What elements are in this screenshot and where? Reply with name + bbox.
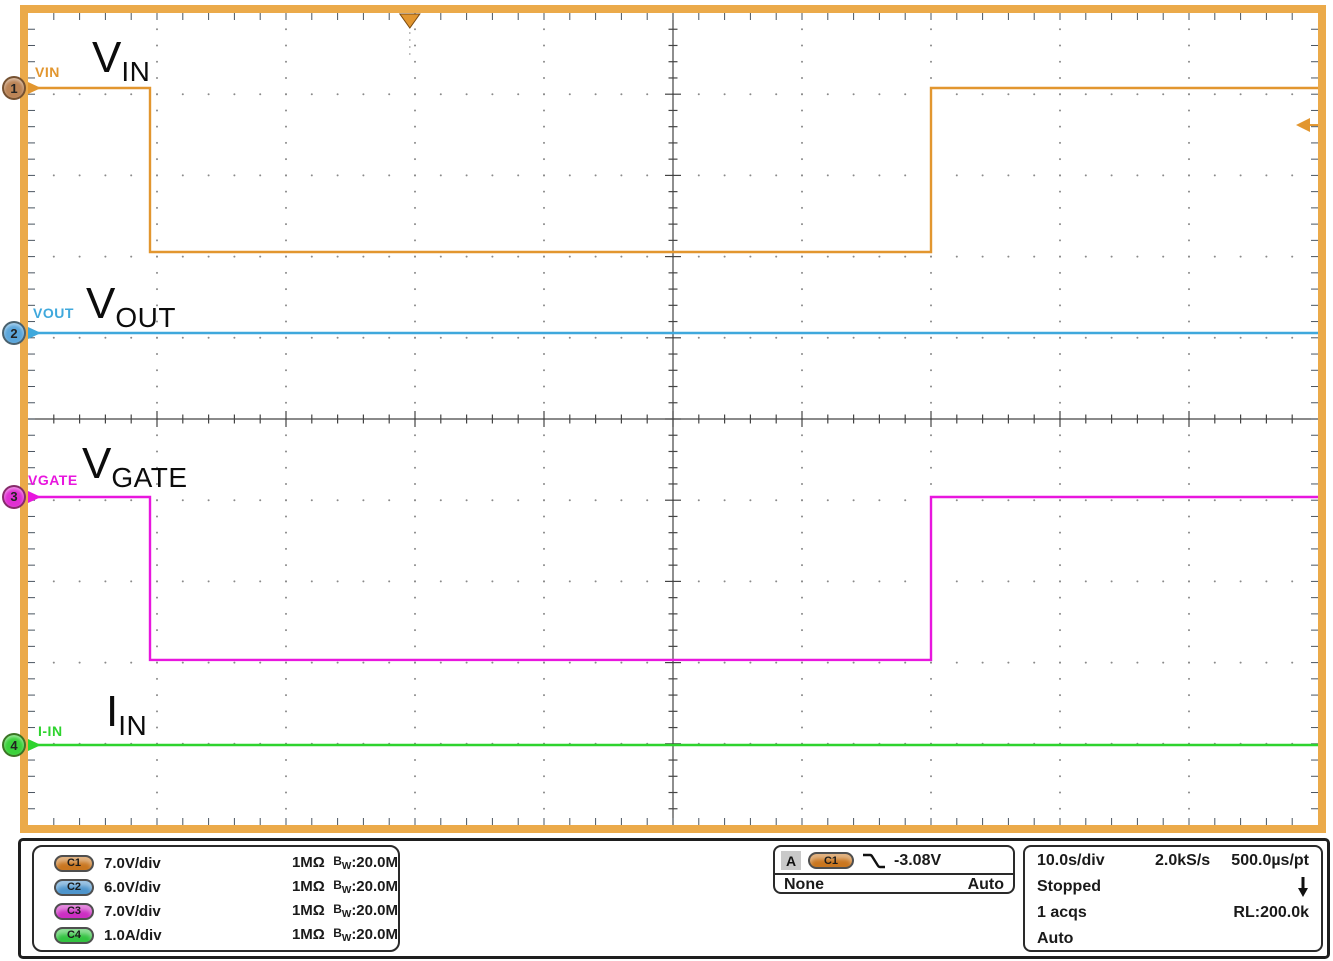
trace-start-arrow-vout <box>28 327 41 340</box>
channel-2-name-label: VOUT <box>33 305 74 321</box>
channel-1-impedance: 1MΩ BW:20.0M <box>291 854 398 872</box>
channel-4-impedance: 1MΩ BW:20.0M <box>291 926 398 944</box>
trigger-source-row: A C1 -3.08V <box>775 847 1013 873</box>
trigger-source-pill: C1 <box>808 852 854 869</box>
acquisition-state: Stopped <box>1037 878 1101 895</box>
trace-vin <box>28 86 1318 254</box>
channel-settings-box[interactable]: C1 7.0V/div 1MΩ BW:20.0M C2 6.0V/div 1MΩ… <box>32 845 400 952</box>
falling-edge-icon <box>863 853 885 868</box>
timebase-readout-box[interactable]: 10.0s/div 2.0kS/s 500.0µs/pt Stopped 1 a… <box>1023 845 1323 952</box>
timebase-row-2: Stopped <box>1037 874 1309 900</box>
channel-3-row: C3 7.0V/div 1MΩ BW:20.0M <box>54 899 398 923</box>
channel-2-pill[interactable]: C2 <box>54 878 95 896</box>
annotation-vgate: VGATE <box>82 439 188 493</box>
record-length: RL:200.0k <box>1233 904 1309 921</box>
channel-4-row: C4 1.0A/div 1MΩ BW:20.0M <box>54 923 398 947</box>
channel-4-pill[interactable]: C4 <box>54 926 95 944</box>
channel-3-pill[interactable]: C3 <box>54 902 95 920</box>
trigger-mode-value: Auto <box>967 876 1004 893</box>
channel-1-pill[interactable]: C1 <box>54 854 95 872</box>
acquisition-count: 1 acqs <box>1037 904 1087 921</box>
sample-rate: 2.0kS/s <box>1155 852 1211 869</box>
annotation-vin: VIN <box>92 33 151 87</box>
trigger-readout-box[interactable]: A C1 -3.08V None Auto <box>773 845 1015 894</box>
acquisition-mode: Auto <box>1037 930 1074 947</box>
channel-2-badge[interactable]: 2 <box>2 321 26 345</box>
trigger-bus-label: A <box>781 851 801 870</box>
channel-3-name-label: VGATE <box>28 472 78 488</box>
timebase-row-1: 10.0s/div 2.0kS/s 500.0µs/pt <box>1037 848 1309 874</box>
trigger-box-divider <box>775 873 1013 875</box>
channel-1-badge[interactable]: 1 <box>2 76 26 101</box>
trigger-holdoff-value: None <box>784 876 824 893</box>
trace-start-arrow-vin <box>28 82 41 95</box>
channel-3-scale: 7.0V/div <box>104 902 161 920</box>
channel-3-impedance: 1MΩ BW:20.0M <box>291 902 398 920</box>
channel-4-badge[interactable]: 4 <box>2 733 26 758</box>
waveform-plot <box>28 13 1318 825</box>
trace-start-arrow-vgate <box>28 490 41 503</box>
graticule-frame <box>20 5 1326 833</box>
annotation-vout: VOUT <box>86 279 176 333</box>
single-seq-arrow-icon <box>1298 876 1308 897</box>
timebase-row-4: Auto <box>1037 926 1309 952</box>
trigger-level-marker[interactable] <box>1296 118 1310 133</box>
sample-resolution: 500.0µs/pt <box>1231 852 1309 869</box>
channel-3-badge[interactable]: 3 <box>2 484 26 509</box>
channel-2-impedance: 1MΩ BW:20.0M <box>291 878 398 896</box>
trigger-position-marker[interactable] <box>398 13 421 29</box>
channel-4-name-label: I-IN <box>38 723 63 739</box>
trace-start-arrow-i-in <box>28 739 41 752</box>
trigger-mode-row: None Auto <box>775 875 1013 895</box>
timebase-row-3: 1 acqs RL:200.0k <box>1037 900 1309 926</box>
channel-1-name-label: VIN <box>35 64 60 80</box>
status-bar: C1 7.0V/div 1MΩ BW:20.0M C2 6.0V/div 1MΩ… <box>18 838 1330 959</box>
timebase-scale: 10.0s/div <box>1037 852 1105 869</box>
trigger-level-value: -3.08V <box>894 851 942 869</box>
channel-4-scale: 1.0A/div <box>104 926 162 944</box>
channel-1-scale: 7.0V/div <box>104 854 161 872</box>
channel-1-row: C1 7.0V/div 1MΩ BW:20.0M <box>54 851 398 875</box>
channel-2-row: C2 6.0V/div 1MΩ BW:20.0M <box>54 875 398 899</box>
annotation-iin: IIN <box>106 687 148 741</box>
trace-vgate <box>28 495 1318 662</box>
channel-2-scale: 6.0V/div <box>104 878 161 896</box>
